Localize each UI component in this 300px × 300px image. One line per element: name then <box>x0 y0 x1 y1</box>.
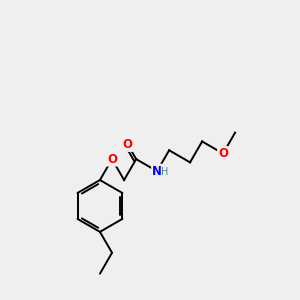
Text: H: H <box>161 167 169 177</box>
Text: O: O <box>218 147 228 160</box>
Text: N: N <box>152 165 162 178</box>
Text: O: O <box>123 138 133 151</box>
Text: O: O <box>107 153 117 166</box>
